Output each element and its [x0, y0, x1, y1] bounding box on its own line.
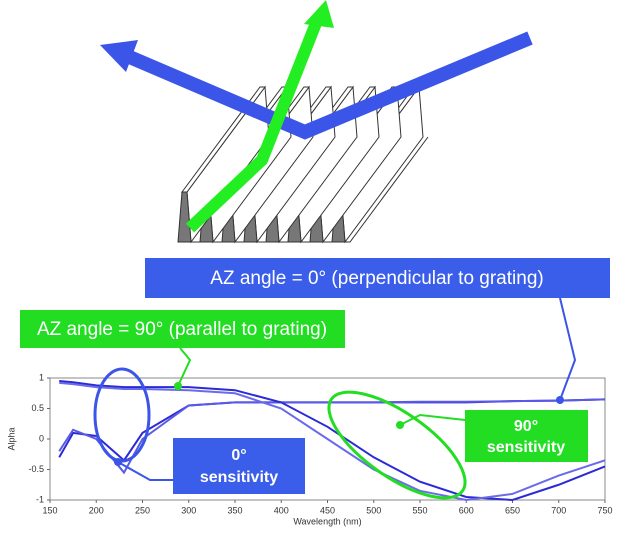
x-tick-label: 350: [227, 505, 242, 515]
pointer-dot: [556, 396, 564, 404]
x-tick-label: 550: [412, 505, 427, 515]
green-arrowhead: [304, 0, 334, 28]
callout-text: 0°: [231, 447, 246, 464]
callout-text: sensitivity: [200, 469, 278, 486]
y-tick-label: 1: [39, 372, 44, 382]
connector: [560, 298, 575, 400]
y-tick-label: 0: [39, 433, 44, 443]
x-tick-label: 700: [551, 505, 566, 515]
x-tick-label: 200: [89, 505, 104, 515]
pointer-dot: [396, 421, 404, 429]
x-tick-label: 450: [320, 505, 335, 515]
y-tick-label: -0.5: [28, 464, 44, 474]
y-tick-label: -1: [36, 494, 44, 504]
connector: [178, 348, 190, 386]
callout-text: 90°: [514, 418, 538, 435]
connector: [118, 462, 173, 480]
figure: -1 -0.5 0 0.5 1 150 200 250 300 350 400 450 500 550 60…: [0, 0, 621, 542]
y-tick-label: 0.5: [31, 403, 44, 413]
pointer-dot: [174, 382, 182, 390]
pointer-dot: [114, 458, 122, 466]
x-tick-label: 600: [459, 505, 474, 515]
x-tick-label: 500: [366, 505, 381, 515]
callout-text: AZ angle = 90° (parallel to grating): [37, 319, 327, 340]
x-tick-label: 650: [505, 505, 520, 515]
x-tick-label: 400: [274, 505, 289, 515]
x-axis-label: Wavelength (nm): [293, 516, 361, 526]
grating: [178, 87, 428, 242]
blue-beam: [125, 38, 530, 132]
x-tick-label: 150: [42, 505, 57, 515]
y-axis-label: Alpha: [6, 427, 16, 450]
x-tick-label: 250: [135, 505, 150, 515]
callout-text: AZ angle = 0° (perpendicular to grating): [210, 268, 543, 289]
callout-text: sensitivity: [487, 439, 565, 456]
x-tick-label: 300: [181, 505, 196, 515]
blue-ellipse: [95, 369, 149, 461]
x-tick-label: 750: [597, 505, 612, 515]
